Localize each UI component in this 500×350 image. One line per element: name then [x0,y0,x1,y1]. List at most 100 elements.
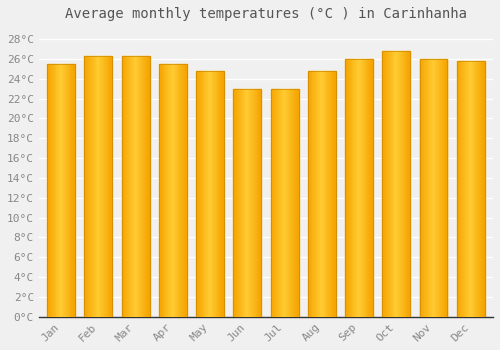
Bar [211,71,212,317]
Bar [437,59,438,317]
Bar [420,59,422,317]
Bar [425,59,426,317]
Bar [198,71,199,317]
Bar [256,89,258,317]
Bar [440,59,441,317]
Bar [460,61,462,317]
Bar [47,64,48,317]
Bar [366,59,368,317]
Bar [352,59,354,317]
Bar [382,51,410,317]
Bar [320,71,321,317]
Bar [51,64,52,317]
Bar [170,64,171,317]
Bar [168,64,169,317]
Bar [371,59,372,317]
Bar [478,61,479,317]
Bar [316,71,317,317]
Bar [66,64,68,317]
Bar [61,64,62,317]
Bar [387,51,388,317]
Bar [252,89,253,317]
Bar [321,71,322,317]
Bar [134,56,136,317]
Bar [181,64,182,317]
Bar [317,71,318,317]
Bar [223,71,224,317]
Bar [467,61,468,317]
Bar [356,59,357,317]
Bar [159,64,187,317]
Bar [250,89,251,317]
Bar [63,64,64,317]
Bar [96,56,98,317]
Bar [176,64,178,317]
Bar [457,61,484,317]
Bar [403,51,404,317]
Bar [398,51,399,317]
Bar [89,56,90,317]
Bar [370,59,371,317]
Bar [443,59,444,317]
Bar [128,56,129,317]
Bar [60,64,61,317]
Bar [56,64,58,317]
Bar [335,71,336,317]
Bar [290,89,291,317]
Bar [102,56,103,317]
Bar [104,56,105,317]
Bar [73,64,74,317]
Bar [396,51,397,317]
Bar [236,89,237,317]
Bar [281,89,282,317]
Bar [127,56,128,317]
Bar [93,56,94,317]
Bar [258,89,260,317]
Bar [238,89,239,317]
Bar [318,71,319,317]
Bar [147,56,148,317]
Bar [141,56,142,317]
Bar [394,51,396,317]
Bar [442,59,443,317]
Bar [436,59,437,317]
Bar [122,56,150,317]
Bar [384,51,385,317]
Bar [68,64,70,317]
Bar [308,71,336,317]
Bar [183,64,184,317]
Bar [171,64,172,317]
Bar [138,56,140,317]
Bar [386,51,387,317]
Bar [210,71,211,317]
Bar [260,89,262,317]
Bar [222,71,223,317]
Bar [136,56,138,317]
Bar [483,61,484,317]
Bar [47,64,75,317]
Bar [439,59,440,317]
Bar [280,89,281,317]
Bar [240,89,241,317]
Bar [328,71,329,317]
Bar [385,51,386,317]
Title: Average monthly temperatures (°C ) in Carinhanha: Average monthly temperatures (°C ) in Ca… [65,7,467,21]
Bar [284,89,286,317]
Bar [107,56,108,317]
Bar [124,56,126,317]
Bar [122,56,124,317]
Bar [422,59,423,317]
Bar [196,71,224,317]
Bar [74,64,75,317]
Bar [474,61,476,317]
Bar [50,64,51,317]
Bar [84,56,112,317]
Bar [288,89,289,317]
Bar [470,61,472,317]
Bar [289,89,290,317]
Bar [388,51,389,317]
Bar [239,89,240,317]
Bar [166,64,168,317]
Bar [209,71,210,317]
Bar [314,71,316,317]
